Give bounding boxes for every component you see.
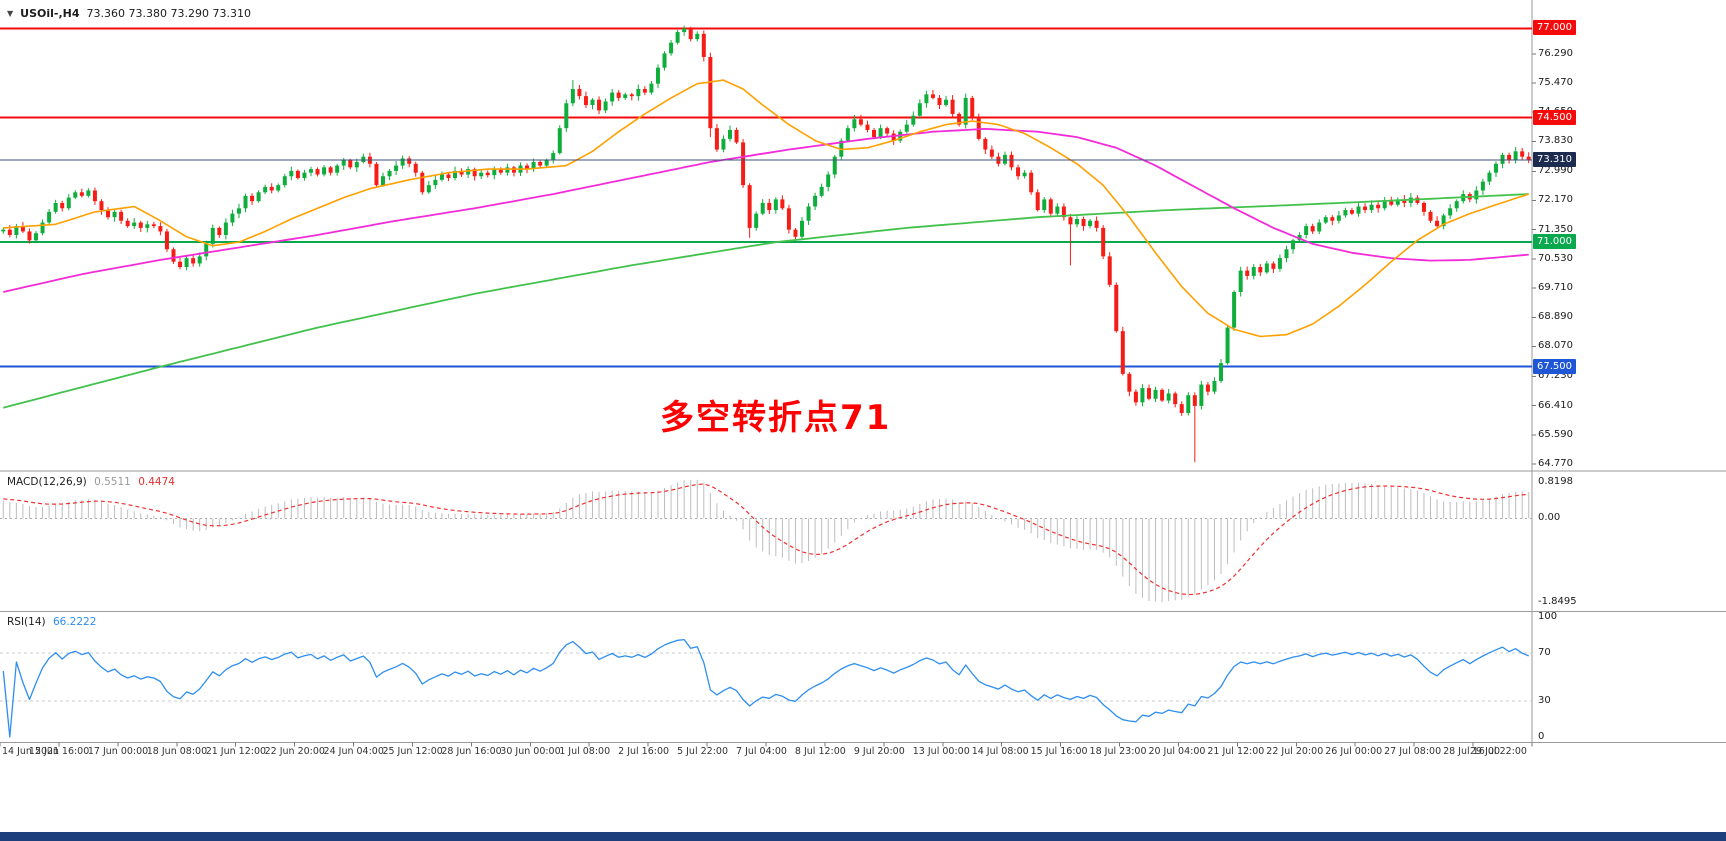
chart-title: ▼ USOil-,H4 73.360 73.380 73.290 73.310 <box>7 7 251 20</box>
symbol-period-label: USOil-,H4 <box>20 7 80 20</box>
macd-layer <box>0 479 1532 603</box>
axis-layer <box>0 53 1536 747</box>
macd-indicator-label: MACD(12,26,9) 0.5511 0.4474 <box>7 476 175 488</box>
macd-signal-value: 0.4474 <box>138 476 175 488</box>
moving-averages-layer <box>0 79 1532 409</box>
ohlc-readout: 73.360 73.380 73.290 73.310 <box>86 7 251 20</box>
macd-params: MACD(12,26,9) <box>7 476 87 488</box>
rsi-params: RSI(14) <box>7 616 46 628</box>
candles-layer <box>1 25 1531 463</box>
horizontal-levels-layer <box>0 27 1532 368</box>
rsi-indicator-label: RSI(14) 66.2222 <box>7 616 96 628</box>
rsi-layer <box>0 638 1532 738</box>
macd-main-value: 0.5511 <box>94 476 131 488</box>
rsi-value: 66.2222 <box>52 616 97 628</box>
time-scale[interactable] <box>0 742 1532 760</box>
chart-annotation-text[interactable]: 多空转折点71 <box>660 398 892 438</box>
dropdown-triangle-icon[interactable]: ▼ <box>7 8 14 18</box>
taskbar-strip <box>0 832 1726 841</box>
panel-separators <box>0 0 1726 743</box>
price-scale[interactable] <box>1532 0 1726 742</box>
